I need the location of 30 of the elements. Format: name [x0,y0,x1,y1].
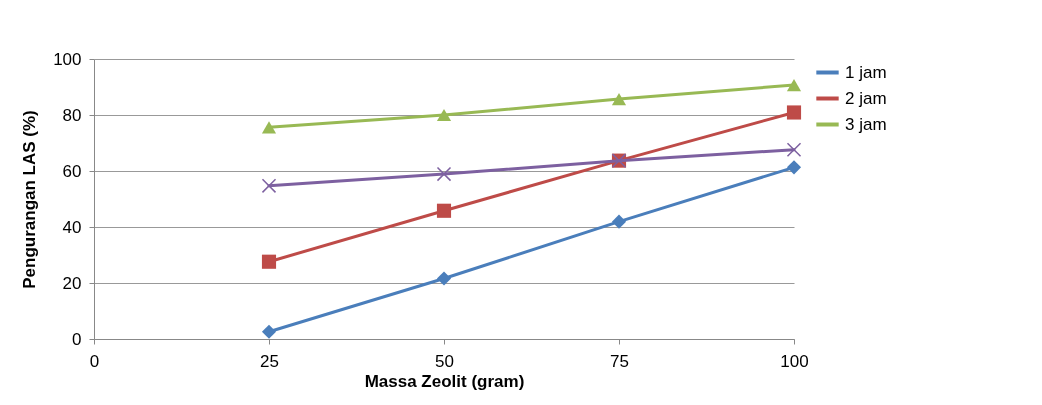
x-tick-label: 100 [780,351,809,371]
x-tick-label: 0 [89,351,100,371]
point [436,166,452,182]
point [786,142,802,157]
point [261,324,277,339]
point [786,160,802,175]
x-tick-label: 75 [610,351,629,371]
legend-label: 2 jam [845,88,887,108]
y-tick-label: 80 [62,105,82,125]
y-tick-label: 0 [72,329,82,349]
point [611,214,627,229]
y-tick-label: 60 [62,161,82,181]
point [261,121,277,134]
y-tick-label: 100 [53,49,82,69]
legend-label: 3 jam [845,114,887,134]
legend-label: 1 jam [845,62,887,82]
y-axis-title: Pengurangan LAS (%) [20,110,40,289]
point [436,108,452,122]
y-tick-label: 40 [62,217,82,237]
y-tick-label: 20 [62,273,82,293]
x-tick-label: 25 [260,351,279,371]
point [436,271,452,286]
point [786,78,802,92]
point [436,203,452,218]
x-tick-label: 50 [435,351,454,371]
point [611,92,627,106]
x-axis-title: Massa Zeolit (gram) [364,371,525,391]
point [786,105,802,120]
point [261,178,277,194]
point [261,254,277,269]
